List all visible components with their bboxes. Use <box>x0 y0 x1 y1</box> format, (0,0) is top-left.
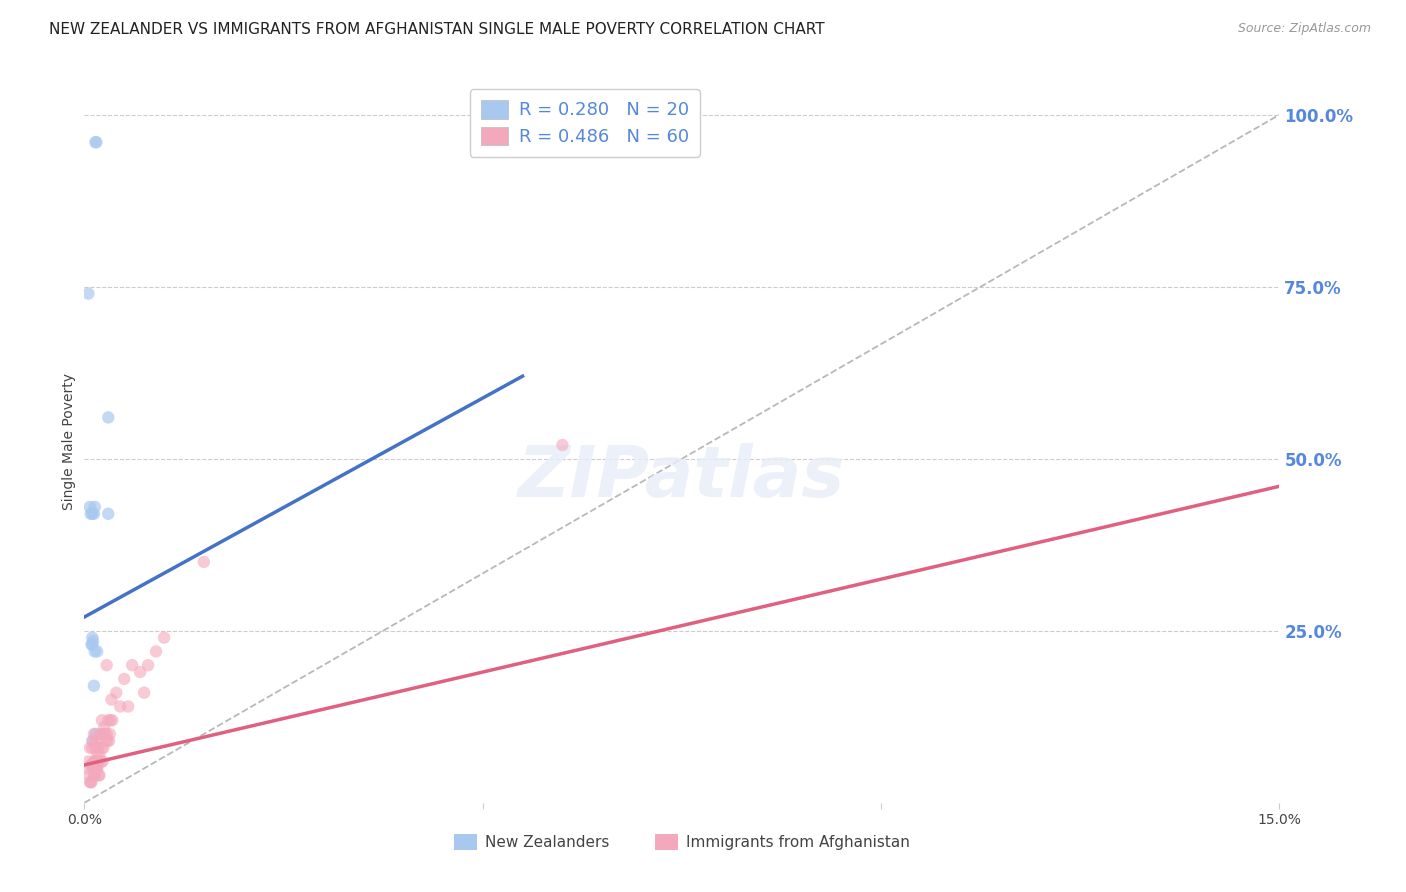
Point <box>129 665 152 679</box>
Point <box>80 775 103 789</box>
Point <box>79 740 101 755</box>
Point <box>87 755 110 769</box>
Point <box>96 727 118 741</box>
Point <box>93 740 115 755</box>
Point <box>84 727 107 741</box>
Point <box>86 761 108 775</box>
Point <box>83 755 105 769</box>
Point <box>77 768 100 782</box>
Point <box>112 672 135 686</box>
Text: Source: ZipAtlas.com: Source: ZipAtlas.com <box>1237 22 1371 36</box>
Point <box>117 699 139 714</box>
Point <box>89 727 111 741</box>
Legend: New Zealanders, Immigrants from Afghanistan: New Zealanders, Immigrants from Afghanis… <box>449 829 915 856</box>
Point <box>136 658 159 673</box>
Point <box>77 755 100 769</box>
Point <box>94 734 117 748</box>
Point <box>89 747 111 762</box>
Point <box>86 747 108 762</box>
Point <box>551 438 574 452</box>
Point <box>97 507 120 521</box>
Point <box>83 768 105 782</box>
Point <box>90 755 112 769</box>
Point <box>82 507 104 521</box>
Point <box>83 507 105 521</box>
Point <box>82 734 104 748</box>
Point <box>193 555 215 569</box>
Point <box>132 686 156 700</box>
Point <box>86 644 108 658</box>
Point <box>83 727 105 741</box>
Point <box>100 713 122 727</box>
Point <box>101 713 124 727</box>
Point <box>153 631 176 645</box>
Point <box>87 740 110 755</box>
Y-axis label: Single Male Poverty: Single Male Poverty <box>62 373 76 510</box>
Point <box>94 727 117 741</box>
Point <box>83 500 105 514</box>
Point <box>90 740 112 755</box>
Point <box>83 755 105 769</box>
Point <box>82 734 104 748</box>
Point <box>91 755 114 769</box>
Point <box>87 755 110 769</box>
Point <box>98 734 121 748</box>
Point <box>79 500 101 514</box>
Point <box>82 631 104 645</box>
Point <box>91 727 114 741</box>
Point <box>80 758 103 772</box>
Point <box>84 135 107 149</box>
Point <box>100 692 122 706</box>
Point <box>77 286 100 301</box>
Point <box>96 734 118 748</box>
Point <box>86 761 108 775</box>
Point <box>97 410 120 425</box>
Point <box>121 658 143 673</box>
Point <box>80 507 103 521</box>
Point <box>96 658 118 673</box>
Point <box>98 727 121 741</box>
Point <box>80 638 103 652</box>
Point <box>84 761 107 775</box>
Point <box>83 768 105 782</box>
Point <box>105 686 128 700</box>
Point <box>83 679 105 693</box>
Point <box>90 713 112 727</box>
Point <box>82 638 104 652</box>
Text: ZIPatlas: ZIPatlas <box>519 443 845 512</box>
Point <box>84 740 107 755</box>
Point <box>86 755 108 769</box>
Point <box>80 775 103 789</box>
Point <box>145 644 167 658</box>
Point <box>86 734 108 748</box>
Point <box>79 775 101 789</box>
Point <box>82 761 104 775</box>
Point <box>76 761 98 775</box>
Point <box>82 758 104 772</box>
Point <box>87 768 110 782</box>
Point <box>83 644 105 658</box>
Point <box>97 713 120 727</box>
Point <box>89 768 111 782</box>
Text: NEW ZEALANDER VS IMMIGRANTS FROM AFGHANISTAN SINGLE MALE POVERTY CORRELATION CHA: NEW ZEALANDER VS IMMIGRANTS FROM AFGHANI… <box>49 22 825 37</box>
Point <box>110 699 132 714</box>
Point <box>93 720 115 734</box>
Point <box>86 135 108 149</box>
Point <box>82 740 104 755</box>
Point <box>82 634 104 648</box>
